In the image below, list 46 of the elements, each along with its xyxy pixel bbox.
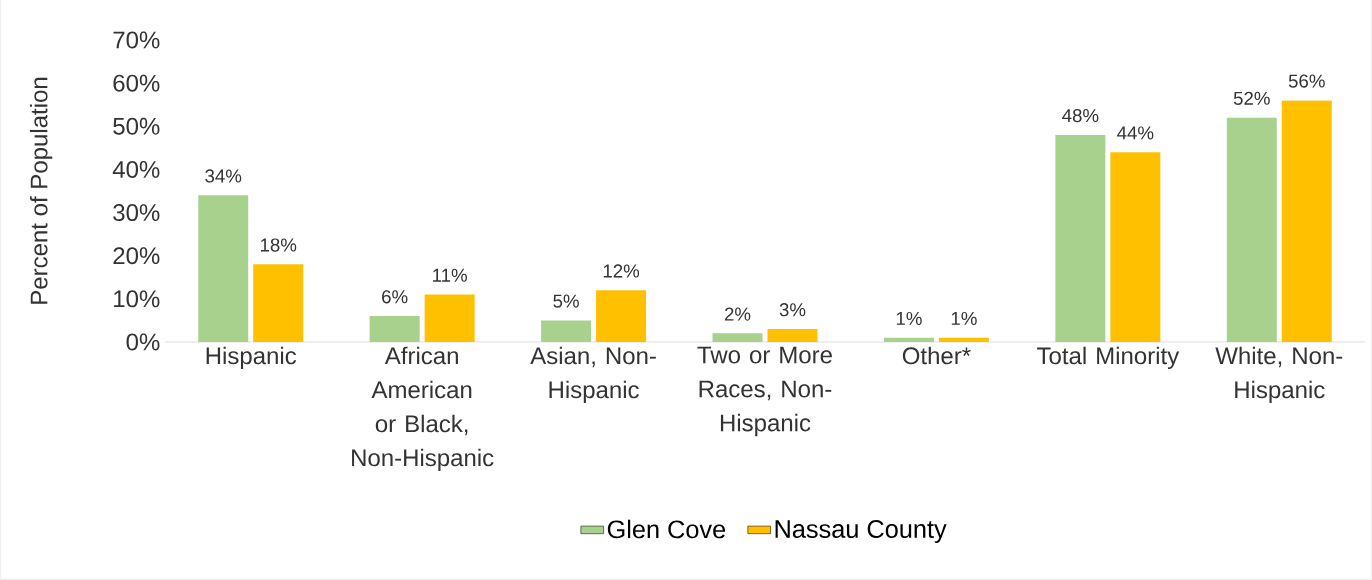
x-tick-label: Other*	[902, 346, 971, 365]
bar	[541, 320, 592, 342]
x-tick-label: Two or More Races, Non-Hispanic	[697, 346, 832, 437]
x-tick-label: White, Non-Hispanic	[1215, 346, 1343, 404]
bar	[253, 264, 304, 342]
data-label: 2%	[724, 307, 751, 321]
y-tick-label: 60%	[113, 74, 160, 92]
y-tick-label: 40%	[112, 160, 160, 178]
bar	[424, 294, 475, 342]
bar	[938, 337, 989, 342]
y-tick-label: 0%	[126, 333, 160, 351]
bar	[1055, 134, 1106, 342]
data-label: 11%	[433, 268, 467, 282]
bar	[767, 329, 818, 342]
bar	[883, 337, 934, 342]
y-tick-label: 30%	[113, 204, 160, 222]
data-label: 1%	[951, 311, 977, 325]
data-label: 12%	[603, 264, 640, 278]
bar	[712, 333, 763, 342]
data-label: 1%	[896, 311, 922, 325]
bar	[369, 316, 420, 342]
data-label: 3%	[779, 303, 806, 317]
y-tick-label: 70%	[113, 31, 160, 49]
legend-label: Glen Cove	[607, 519, 726, 539]
bar	[1281, 100, 1332, 342]
data-label: 18%	[260, 238, 297, 252]
data-label: 52%	[1233, 91, 1270, 105]
x-tick-label: Total Minority	[1037, 346, 1180, 370]
bar	[1226, 117, 1277, 342]
x-tick-label: Hispanic	[206, 346, 297, 370]
data-label: 34%	[205, 169, 242, 183]
legend-label: Nassau County	[775, 520, 947, 543]
data-label: 56%	[1288, 74, 1325, 88]
y-axis-title: Percent of Population	[29, 77, 53, 304]
bar	[198, 195, 249, 342]
data-label: 48%	[1062, 108, 1099, 123]
x-tick-label: African American or Black, Non-Hispanic	[352, 346, 494, 472]
y-tick-label: 20%	[113, 247, 160, 265]
data-label: 6%	[382, 290, 408, 304]
data-label: 5%	[553, 294, 579, 308]
bar	[1110, 152, 1161, 342]
x-tick-label: Asian, Non-Hispanic	[530, 346, 656, 404]
bar	[596, 290, 647, 342]
y-tick-label: 10%	[114, 290, 160, 308]
y-tick-label: 50%	[113, 117, 160, 135]
data-label: 44%	[1117, 126, 1154, 140]
